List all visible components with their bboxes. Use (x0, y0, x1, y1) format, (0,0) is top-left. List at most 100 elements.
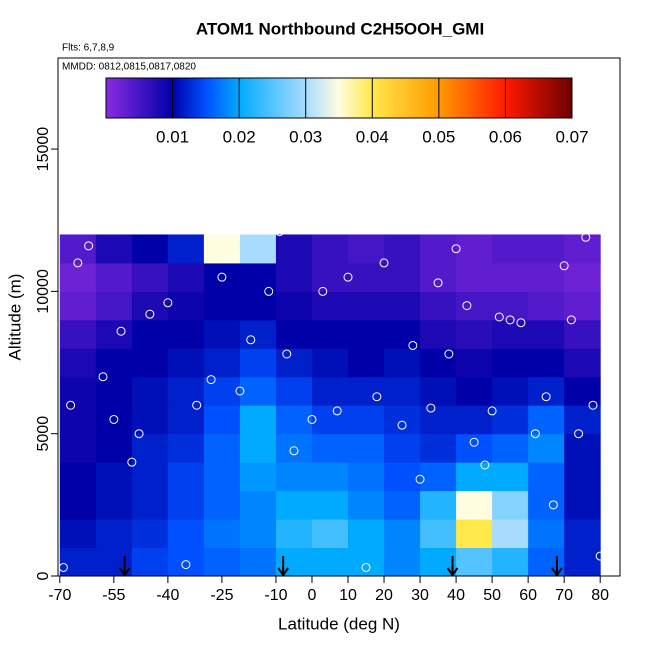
annotation: MMDD: 0812,0815,0817,0820 (62, 62, 196, 73)
heat-cell (311, 490, 349, 520)
heat-cell (95, 262, 133, 292)
sample-point (84, 241, 94, 251)
heat-cell (95, 234, 133, 264)
sample-point (289, 446, 299, 456)
heat-cell (239, 433, 277, 463)
x-tick-label: 50 (483, 587, 501, 604)
heat-cell (456, 348, 493, 378)
heat-cell (239, 490, 277, 520)
sample-point (163, 298, 173, 308)
heat-cell (131, 547, 169, 577)
heat-cell (456, 319, 493, 349)
sample-point (462, 301, 472, 311)
heat-cell (275, 376, 313, 406)
heat-cell (275, 490, 313, 520)
heat-cell (492, 490, 529, 520)
sample-point (541, 392, 551, 402)
heat-cell (564, 519, 601, 549)
heat-cell (131, 262, 169, 292)
heat-cell (528, 262, 565, 292)
heat-cell (59, 319, 97, 349)
sample-point (98, 372, 108, 382)
sample-point (408, 340, 418, 350)
heat-cell (203, 291, 241, 321)
heat-cell (492, 319, 529, 349)
sample-point (469, 437, 479, 447)
heat-cell (311, 262, 349, 292)
heat-cell (59, 519, 97, 549)
heat-cell (456, 490, 493, 520)
heat-cell (456, 262, 493, 292)
heat-cell (348, 405, 385, 435)
x-tick-label: 20 (375, 587, 393, 604)
heat-cell (95, 376, 133, 406)
sample-point (127, 457, 137, 467)
heat-cell (59, 405, 97, 435)
sample-point (487, 406, 497, 416)
heat-cell (311, 519, 349, 549)
sample-point (530, 429, 540, 439)
heat-cell (348, 376, 385, 406)
heat-cell (420, 462, 457, 492)
heat-cell (275, 433, 313, 463)
heat-cell (167, 405, 205, 435)
heat-cell (492, 547, 529, 577)
heat-cell (203, 462, 241, 492)
heat-cell (131, 519, 169, 549)
sample-point (361, 562, 371, 572)
heat-cell (167, 234, 205, 264)
heat-cell (167, 547, 205, 577)
heat-cell (167, 376, 205, 406)
heat-cell (492, 519, 529, 549)
sample-point (307, 414, 317, 424)
chart-title: ATOM1 Northbound C2H5OOH_GMI (196, 19, 484, 38)
heat-cell (456, 547, 493, 577)
heat-cell (311, 547, 349, 577)
heat-cell (420, 405, 457, 435)
heat-cell (456, 376, 493, 406)
heat-cell (131, 291, 169, 321)
sample-point (343, 272, 353, 282)
heat-cell (528, 234, 565, 264)
x-tick-label: 70 (555, 587, 573, 604)
x-tick-label: 80 (591, 587, 609, 604)
x-tick-label: 10 (339, 587, 357, 604)
heat-cell (492, 405, 529, 435)
heat-cell (239, 262, 277, 292)
heat-cell (167, 462, 205, 492)
heat-cell (59, 490, 97, 520)
heat-cell (203, 405, 241, 435)
heat-cell (167, 519, 205, 549)
heat-cell (456, 405, 493, 435)
heat-cell (167, 348, 205, 378)
heat-cell (239, 348, 277, 378)
heat-cell (275, 519, 313, 549)
heat-cell (420, 348, 457, 378)
arrow-head (446, 567, 459, 577)
heat-cell (239, 405, 277, 435)
heat-cell (348, 319, 385, 349)
heat-cell (420, 262, 457, 292)
heat-cell (203, 234, 241, 264)
sample-point (588, 400, 598, 410)
heat-cell (167, 490, 205, 520)
heat-cell (203, 547, 241, 577)
x-axis-label: Latitude (deg N) (278, 614, 400, 633)
heat-cell (311, 319, 349, 349)
heat-cell (348, 490, 385, 520)
heat-cell (95, 291, 133, 321)
heat-cell (59, 376, 97, 406)
colorbar (105, 77, 573, 119)
sample-point (145, 309, 155, 319)
sample-point (116, 326, 126, 336)
heat-cell (564, 547, 601, 577)
colorbar-tick-label: 0.04 (356, 127, 389, 146)
y-tick-label: 0 (35, 571, 52, 580)
x-tick-label: 0 (308, 587, 317, 604)
heat-cell (528, 291, 565, 321)
heat-cell (131, 462, 169, 492)
sample-point (379, 258, 389, 268)
heat-cell (492, 348, 529, 378)
heat-cell (203, 519, 241, 549)
